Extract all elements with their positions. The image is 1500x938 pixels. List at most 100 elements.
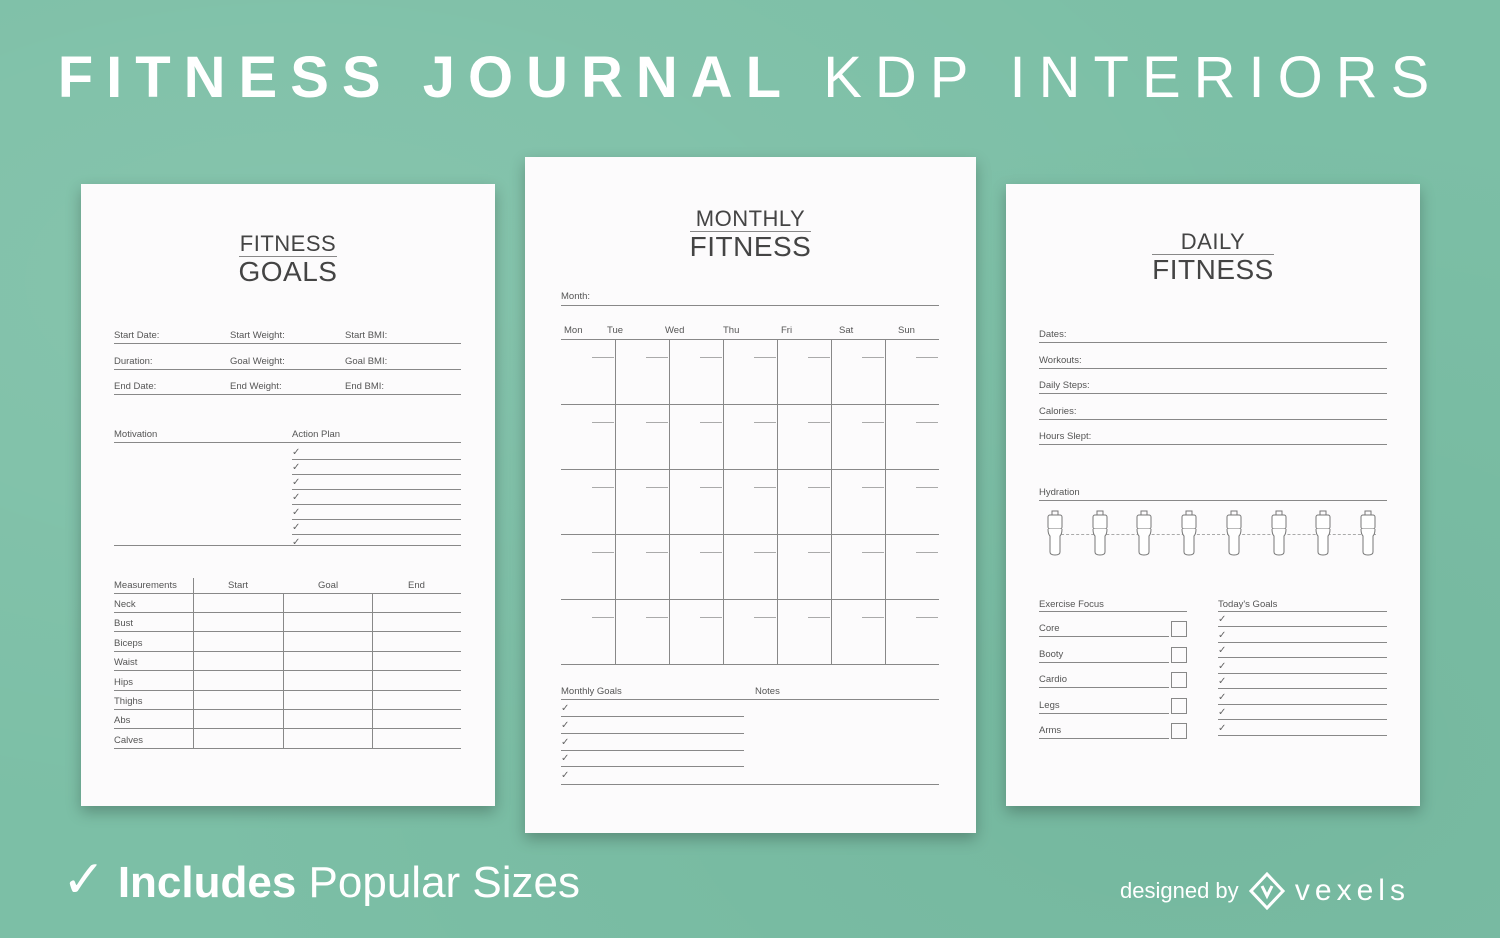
exercise-focus-label: Exercise Focus	[1039, 599, 1104, 610]
goals-title: FITNESS GOALS	[81, 232, 495, 287]
exercise-checkbox[interactable]	[1171, 723, 1187, 739]
exercise-checkbox[interactable]	[1171, 646, 1187, 663]
water-bottle-icon	[1046, 510, 1064, 556]
day-number-line	[754, 487, 776, 488]
check-line	[1218, 672, 1387, 674]
check-line	[561, 732, 744, 734]
calendar-line	[561, 534, 939, 535]
daily-field-line	[1039, 342, 1387, 343]
goals-title-small: FITNESS	[239, 231, 337, 256]
calendar-divider	[885, 339, 886, 664]
table-row-line	[114, 612, 461, 613]
table-row-line	[114, 631, 461, 633]
check-mark: ✓	[292, 447, 301, 458]
day-number-line	[916, 422, 938, 423]
hydration-label: Hydration	[1039, 487, 1080, 498]
check-line	[292, 459, 461, 460]
calendar-line	[561, 599, 939, 600]
daily-field-label: Workouts:	[1039, 354, 1082, 366]
goals-title-large: GOALS	[238, 256, 338, 287]
table-row-line	[114, 689, 461, 691]
start-header: Start	[228, 580, 249, 591]
day-number-line	[754, 617, 776, 618]
measurement-label: Calves	[114, 734, 144, 746]
hydration-dashes	[1051, 534, 1376, 535]
check-mark: ✓	[1218, 707, 1227, 718]
exercise-checkbox[interactable]	[1171, 621, 1187, 637]
monthly-title-large: FITNESS	[689, 231, 812, 262]
includes-text: Includes	[117, 858, 297, 907]
day-number-line	[700, 487, 722, 488]
water-bottle-icon	[1135, 510, 1153, 556]
field-label: Start Date:	[114, 330, 160, 341]
section-line	[114, 545, 461, 546]
action-plan-label: Action Plan	[292, 429, 341, 440]
water-bottle-icon	[1270, 510, 1288, 556]
day-header: Thu	[723, 325, 740, 336]
exercise-line	[1039, 738, 1169, 739]
measurement-label: Hips	[114, 676, 134, 688]
field-label: Goal Weight:	[230, 356, 285, 367]
daily-fitness-page: DAILY FITNESS Dates: Workouts: Daily Steps…	[1006, 184, 1420, 806]
check-line	[1218, 688, 1387, 689]
day-number-line	[862, 617, 884, 618]
check-mark: ✓	[1218, 645, 1227, 656]
check-line	[292, 474, 461, 475]
check-mark: ✓	[1218, 691, 1227, 703]
goal-header: Goal	[318, 580, 339, 591]
water-bottle-icon	[1359, 510, 1377, 556]
day-number-line	[808, 617, 830, 618]
exercise-checkbox[interactable]	[1171, 697, 1187, 714]
calendar-line	[561, 339, 939, 340]
measurements-header: Measurements	[114, 580, 177, 591]
monthly-fitness-page: MONTHLY FITNESS Month: Mon Tue Wed Thu Fri Sa…	[525, 157, 976, 833]
check-mark: ✓	[1218, 676, 1227, 687]
measurement-label: Abs	[114, 715, 131, 727]
field-label: End Date:	[114, 381, 157, 392]
day-header: Fri	[781, 325, 793, 336]
table-row-line	[114, 728, 461, 730]
check-mark: ✓	[292, 537, 301, 548]
day-number-line	[646, 357, 668, 358]
check-mark: ✓	[561, 753, 570, 765]
day-number-line	[916, 357, 938, 358]
check-mark: ✓	[1218, 629, 1227, 641]
measurement-label: Waist	[114, 657, 138, 669]
calendar-line	[561, 664, 939, 665]
water-bottle-icon	[1180, 510, 1198, 556]
day-number-line	[592, 357, 614, 358]
check-line	[1218, 703, 1387, 705]
measurement-label: Neck	[114, 599, 136, 610]
exercise-checkbox[interactable]	[1171, 672, 1187, 688]
day-number-line	[646, 422, 668, 423]
field-label: Start BMI:	[345, 330, 388, 341]
check-mark: ✓	[561, 770, 570, 782]
monthly-title: MONTHLY FITNESS	[525, 207, 976, 262]
banner-bold: FITNESS JOURNAL	[57, 45, 795, 110]
exercise-line	[1039, 636, 1169, 637]
check-mark: ✓	[292, 522, 301, 533]
calendar-line	[561, 469, 939, 470]
fitness-goals-page: FITNESS GOALS Start Date: Start Weight: …	[81, 184, 495, 806]
check-line	[292, 534, 461, 535]
exercise-line	[1039, 661, 1169, 663]
exercise-line	[1039, 687, 1169, 688]
measurement-label: Biceps	[114, 637, 143, 649]
check-line	[1218, 719, 1387, 720]
daily-field-line	[1039, 418, 1387, 420]
water-bottle-icon	[1225, 510, 1243, 556]
goals-line	[561, 699, 939, 700]
section-line	[114, 442, 461, 443]
day-number-line	[808, 422, 830, 423]
field-label: End Weight:	[230, 381, 282, 392]
check-line	[1218, 626, 1387, 627]
daily-field-label: Daily Steps:	[1039, 380, 1090, 391]
day-number-line	[754, 422, 776, 423]
calendar-divider	[831, 339, 832, 664]
day-number-line	[592, 422, 614, 423]
hydration-line	[1039, 500, 1387, 501]
section-line	[1039, 611, 1187, 612]
check-line	[1218, 657, 1387, 658]
day-number-line	[700, 422, 722, 423]
water-bottle-icon	[1314, 510, 1332, 556]
